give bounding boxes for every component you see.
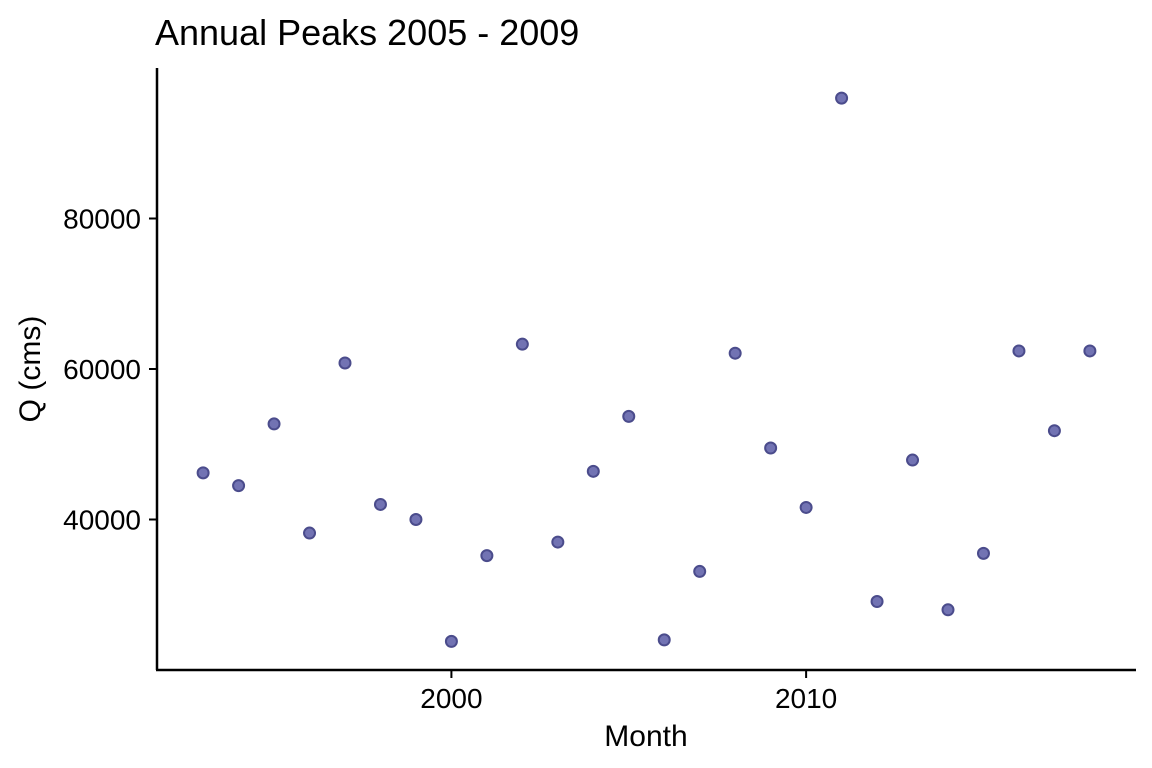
data-point <box>551 535 565 549</box>
x-tick-label: 2010 <box>775 683 837 714</box>
data-point <box>338 356 352 370</box>
data-point <box>303 526 317 540</box>
data-point <box>622 409 636 423</box>
data-point <box>693 564 707 578</box>
x-axis-ticks: 2000 2010 <box>420 670 837 714</box>
data-point <box>906 453 920 467</box>
data-point <box>373 497 387 511</box>
data-point <box>196 466 210 480</box>
data-point <box>835 91 849 105</box>
data-point <box>515 337 529 351</box>
data-point <box>728 346 742 360</box>
x-axis-title: Month <box>604 720 687 753</box>
data-point <box>232 479 246 493</box>
data-point <box>870 595 884 609</box>
data-points <box>196 91 1097 648</box>
y-tick-label: 80000 <box>63 204 141 235</box>
x-tick-label: 2000 <box>420 683 482 714</box>
data-point <box>764 441 778 455</box>
data-point <box>976 546 990 560</box>
data-point <box>480 549 494 563</box>
y-tick-label: 60000 <box>63 354 141 385</box>
y-tick-label: 40000 <box>63 505 141 536</box>
data-point <box>444 634 458 648</box>
data-point <box>1083 344 1097 358</box>
data-point <box>799 500 813 514</box>
y-axis-ticks: 40000 60000 80000 <box>63 204 157 536</box>
chart-title: Annual Peaks 2005 - 2009 <box>155 12 579 53</box>
data-point <box>1047 424 1061 438</box>
data-point <box>409 513 423 526</box>
y-axis-title: Q (cms) <box>14 316 47 423</box>
data-point <box>586 464 600 478</box>
data-point <box>267 417 281 431</box>
data-point <box>1012 344 1026 358</box>
data-point <box>657 633 671 647</box>
data-point <box>941 603 955 617</box>
